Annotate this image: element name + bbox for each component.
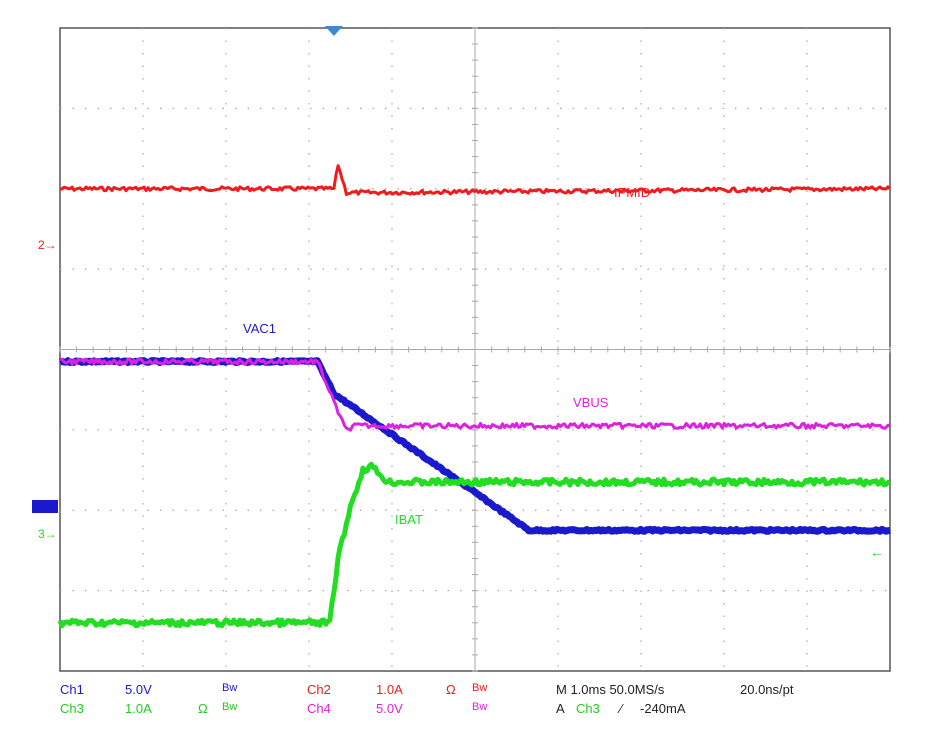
trace-vac1	[58, 357, 892, 535]
graticule	[59, 26, 891, 672]
label-vbus: VBUS	[573, 395, 609, 410]
ch3-ground-marker: 3→	[38, 527, 57, 541]
label-ipmid: IPMID	[614, 185, 650, 200]
ch1-scale: 5.0V	[125, 682, 152, 697]
ch3-reference-arrow: ←	[870, 544, 884, 560]
trigger-source-prefix: A	[556, 701, 565, 716]
label-vac1: VAC1	[243, 321, 276, 336]
trigger-position-icon	[324, 26, 343, 36]
ch4-label: Ch4	[307, 701, 331, 716]
trace-labels: IPMID VAC1 VBUS IBAT 2→ 3→ ←	[32, 185, 884, 560]
traces	[57, 164, 892, 629]
trace-vbus	[59, 357, 891, 432]
ch2-bw-icon: Bw	[472, 682, 488, 694]
ch1-label: Ch1	[60, 682, 84, 697]
ch4-scale: 5.0V	[376, 701, 403, 716]
timebase-readout: M 1.0ms 50.0MS/s	[556, 682, 665, 697]
trigger-slope-icon: ∕	[620, 701, 623, 716]
status-footer: Ch1 5.0V Bw Ch2 1.0A Ω Bw M 1.0ms 50.0MS…	[0, 680, 938, 734]
ch2-ground-marker: 2→	[38, 238, 57, 252]
trigger-channel: Ch3	[576, 701, 600, 716]
label-ibat: IBAT	[395, 512, 423, 527]
ch3-bw-icon: Bw	[222, 701, 238, 713]
trace-ibat	[57, 461, 891, 629]
ch2-scale: 1.0A	[376, 682, 403, 697]
resolution-readout: 20.0ns/pt	[740, 682, 794, 697]
ch4-bw-icon: Bw	[472, 701, 488, 713]
ch2-label: Ch2	[307, 682, 331, 697]
ch3-ohm-icon: Ω	[198, 701, 208, 716]
ch1-ground-marker	[32, 500, 58, 513]
ch1-bw-icon: Bw	[222, 682, 238, 694]
ch3-label: Ch3	[60, 701, 84, 716]
ch2-ohm-icon: Ω	[446, 682, 456, 697]
trace-ipmid	[59, 164, 892, 196]
ch3-scale: 1.0A	[125, 701, 152, 716]
trigger-level: -240mA	[640, 701, 686, 716]
